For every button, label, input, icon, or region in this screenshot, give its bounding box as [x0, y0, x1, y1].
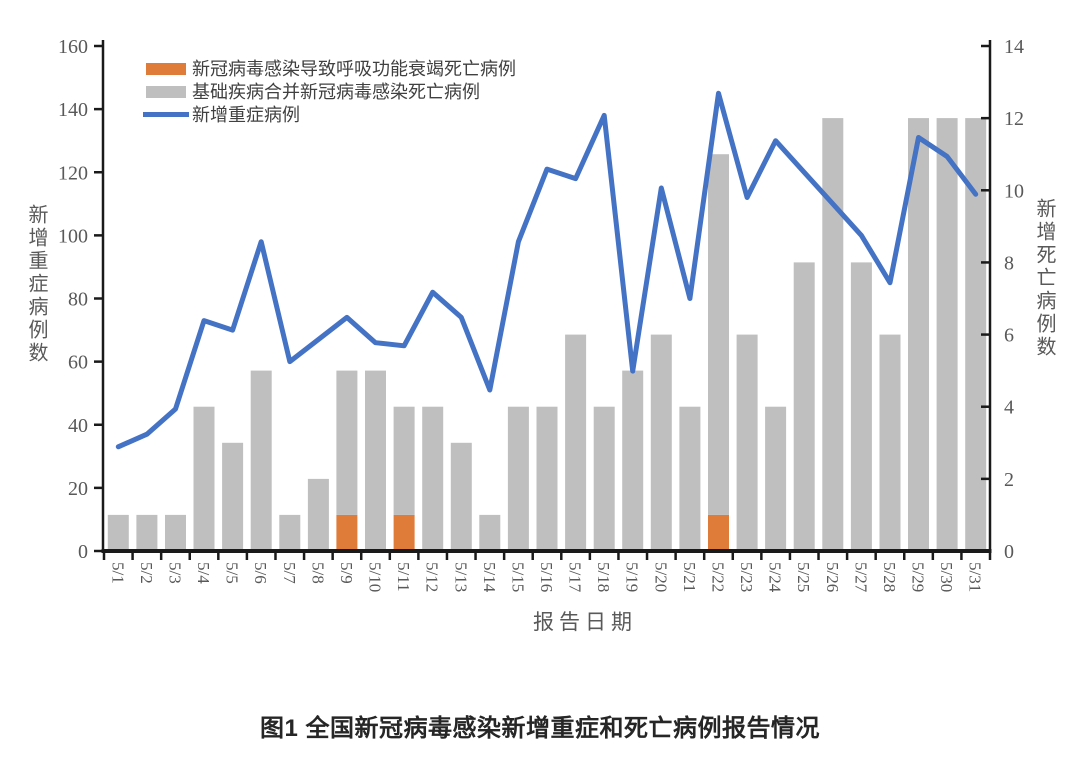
x-tick-label: 5/27 — [851, 562, 870, 593]
bar-segment-5/22 — [708, 514, 729, 551]
bar-segment-5/5 — [222, 442, 244, 551]
bar-segment-5/3 — [165, 514, 186, 551]
left-axis-tick-label: 0 — [78, 541, 88, 563]
bar-segment-5/31 — [965, 118, 987, 551]
legend-label: 新增重症病例 — [192, 104, 300, 125]
legend-swatch-orange — [146, 62, 186, 75]
x-tick-label: 5/24 — [766, 562, 785, 593]
x-tick-label: 5/4 — [194, 562, 213, 584]
x-tick-label: 5/3 — [165, 562, 184, 584]
x-tick-label: 5/19 — [623, 562, 642, 592]
bar-segment-5/12 — [422, 406, 444, 551]
bar-segment-5/23 — [736, 334, 758, 551]
bar-segment-5/14 — [479, 514, 501, 551]
right-axis-tick-label: 14 — [1004, 36, 1024, 58]
x-tick-label: 5/18 — [594, 562, 613, 592]
bar-segment-5/6 — [250, 370, 272, 551]
left-axis-tick-label: 60 — [68, 352, 88, 374]
x-tick-label: 5/26 — [823, 562, 842, 592]
bar-segment-5/9 — [336, 370, 358, 515]
bar-segment-5/11 — [393, 514, 415, 551]
x-tick-label: 5/2 — [137, 562, 156, 584]
x-tick-label: 5/16 — [537, 562, 556, 592]
x-tick-label: 5/17 — [566, 562, 585, 593]
left-axis-tick-label: 120 — [58, 162, 88, 184]
legend-swatch-blue-line — [143, 112, 189, 117]
left-axis-tick-label: 40 — [68, 415, 88, 437]
legend-label: 新冠病毒感染导致呼吸功能衰竭死亡病例 — [192, 58, 516, 79]
right-axis-tick-label: 12 — [1004, 108, 1024, 130]
combo-chart: 0 20 40 60 80 100 120 140 160 0 2 4 6 8 10 12 14 5/1 5/2 5/… — [58, 36, 1024, 593]
x-tick-label: 5/23 — [737, 562, 756, 592]
bar-segment-5/29 — [908, 118, 929, 551]
left-axis-tick-label: 140 — [58, 99, 88, 121]
bar-segment-5/16 — [536, 406, 558, 551]
left-axis-tick-label: 160 — [58, 36, 88, 58]
x-tick-label: 5/20 — [651, 562, 670, 592]
left-axis-tick-label: 80 — [68, 289, 88, 311]
bar-segment-5/17 — [565, 334, 587, 551]
x-tick-label: 5/28 — [880, 562, 899, 592]
x-tick-label: 5/21 — [680, 562, 699, 592]
right-axis-tick-label: 4 — [1004, 397, 1014, 419]
right-axis-tick-label: 8 — [1004, 252, 1014, 274]
legend-item-severe-cases: 新增重症病例 — [143, 103, 516, 126]
severe-cases-line — [115, 90, 979, 450]
bar-segment-5/7 — [279, 514, 301, 551]
x-tick-label: 5/7 — [280, 562, 299, 584]
x-tick-label: 5/31 — [966, 562, 985, 592]
bar-segment-5/11 — [393, 406, 415, 515]
right-axis-tick-label: 0 — [1004, 541, 1014, 563]
x-tick-label: 5/6 — [251, 562, 270, 584]
x-tick-label: 5/12 — [423, 562, 442, 592]
bar-segment-5/22 — [708, 154, 729, 515]
x-tick-label: 5/29 — [909, 562, 928, 592]
bar-segment-5/28 — [879, 334, 901, 551]
left-axis-tick-label: 20 — [68, 478, 88, 500]
right-axis-tick-label: 2 — [1004, 469, 1014, 491]
bar-segment-5/27 — [850, 262, 872, 551]
x-axis-title: 报告日期 — [533, 610, 637, 634]
bar-segment-5/1 — [107, 514, 129, 551]
bar-segment-5/2 — [136, 514, 158, 551]
x-tick-label: 5/10 — [366, 562, 385, 592]
x-tick-label: 5/11 — [394, 562, 413, 592]
bar-segment-5/21 — [679, 406, 701, 551]
legend-swatch-gray — [146, 85, 186, 98]
right-axis-tick-label: 10 — [1004, 180, 1024, 202]
x-tick-label: 5/5 — [223, 562, 242, 584]
x-tick-label: 5/8 — [308, 562, 327, 584]
x-tick-label: 5/1 — [108, 562, 127, 584]
bar-segment-5/13 — [450, 442, 472, 551]
left-axis-title: 新增重症病例数 — [25, 204, 47, 365]
bar-segment-5/18 — [593, 406, 615, 551]
x-tick-label: 5/25 — [794, 562, 813, 592]
bar-segment-5/10 — [365, 370, 386, 551]
bar-segment-5/4 — [193, 406, 215, 551]
bar-segment-5/24 — [765, 406, 787, 551]
x-tick-label: 5/14 — [480, 562, 499, 593]
bar-segment-5/15 — [507, 406, 529, 551]
x-tick-label: 5/13 — [451, 562, 470, 592]
bar-segment-5/20 — [650, 334, 672, 551]
bar-segment-5/19 — [622, 370, 644, 551]
x-tick-label: 5/15 — [508, 562, 527, 592]
figure-caption: 图1 全国新冠病毒感染新增重症和死亡病例报告情况 — [259, 715, 820, 742]
legend-item-underlying-disease-deaths: 基础疾病合并新冠病毒感染死亡病例 — [146, 80, 516, 103]
legend: 新冠病毒感染导致呼吸功能衰竭死亡病例 基础疾病合并新冠病毒感染死亡病例 新增重症… — [143, 57, 516, 126]
left-axis-tick-label: 100 — [58, 225, 88, 247]
x-tick-label: 5/9 — [337, 562, 356, 584]
right-axis-tick-label: 6 — [1004, 325, 1014, 347]
x-tick-label: 5/30 — [937, 562, 956, 592]
legend-item-respiratory-failure-deaths: 新冠病毒感染导致呼吸功能衰竭死亡病例 — [146, 57, 516, 80]
bar-segment-5/8 — [307, 478, 329, 551]
bar-segment-5/30 — [936, 118, 958, 551]
x-tick-label: 5/22 — [708, 562, 727, 592]
right-axis-title: 新增死亡病例数 — [1033, 198, 1055, 359]
legend-label: 基础疾病合并新冠病毒感染死亡病例 — [192, 81, 480, 102]
bar-segment-5/26 — [822, 118, 844, 551]
bar-segment-5/25 — [793, 262, 815, 551]
bar-segment-5/9 — [336, 514, 358, 551]
